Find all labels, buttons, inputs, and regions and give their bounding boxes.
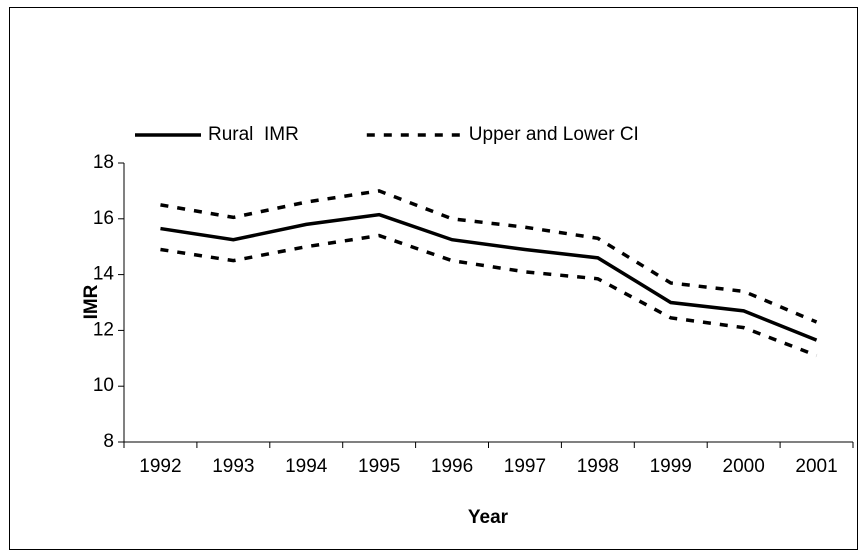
x-tick-label: 1996 <box>431 456 473 477</box>
y-tick-label: 18 <box>93 152 114 173</box>
x-tick-label: 1999 <box>650 456 692 477</box>
y-tick-label: 16 <box>93 208 114 229</box>
x-tick-label: 1993 <box>212 456 254 477</box>
x-tick-label: 1998 <box>577 456 619 477</box>
chart-frame <box>9 7 858 550</box>
y-tick-label: 12 <box>93 319 114 340</box>
x-tick-label: 2000 <box>723 456 765 477</box>
x-tick-label: 1992 <box>139 456 181 477</box>
legend-label: Rural IMR <box>208 124 299 145</box>
x-tick-label: 1995 <box>358 456 400 477</box>
x-tick-label: 1994 <box>285 456 328 477</box>
series-line <box>160 212 818 342</box>
legend-label: Upper and Lower CI <box>469 124 639 145</box>
x-tick-label: 1997 <box>504 456 546 477</box>
x-tick-label: 2001 <box>795 456 837 477</box>
y-axis-label: IMR <box>81 284 102 319</box>
series-line <box>160 233 818 358</box>
y-tick-label: 8 <box>103 431 114 452</box>
y-tick-label: 10 <box>93 375 114 396</box>
y-tick-label: 14 <box>93 264 115 285</box>
x-axis-label: Year <box>468 507 509 528</box>
